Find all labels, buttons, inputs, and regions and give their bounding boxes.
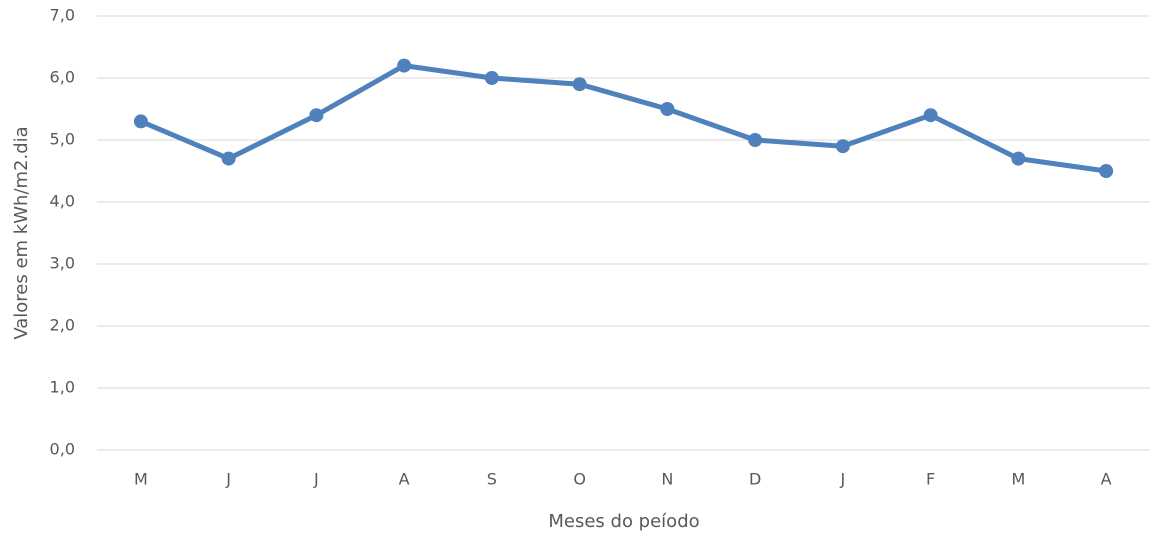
point [660, 102, 675, 116]
point [835, 139, 850, 154]
point [748, 133, 763, 147]
point [484, 71, 499, 85]
point [397, 58, 412, 73]
y-tick-label: 1,0 [50, 378, 75, 397]
y-tick-label: 0,0 [50, 440, 75, 459]
x-tick-label: J [225, 470, 231, 489]
series-line [138, 63, 1109, 174]
point [923, 108, 938, 123]
x-axis-label: Meses do peíodo [548, 511, 699, 532]
y-tick-label: 2,0 [50, 316, 75, 335]
y-tick-label: 3,0 [50, 254, 75, 273]
y-tick-label: 5,0 [50, 130, 75, 149]
x-tick-label: A [1101, 470, 1112, 489]
point [572, 77, 587, 92]
y-axis-label: Valores em kWh/m2.dia [11, 126, 32, 339]
x-tick-label: A [399, 470, 410, 489]
x-tick-label: O [573, 470, 586, 489]
point [133, 114, 148, 129]
y-tick-label: 6,0 [50, 68, 75, 87]
point [309, 108, 324, 123]
point [1099, 164, 1114, 178]
y-tick-label: 7,0 [50, 6, 75, 25]
x-tick-label: M [1011, 470, 1025, 489]
x-tick-label: F [926, 470, 935, 489]
x-tick-label: D [749, 470, 761, 489]
point [1011, 151, 1026, 166]
x-tick-label: J [840, 470, 846, 489]
y-tick-label: 4,0 [50, 192, 75, 211]
x-tick-label: M [134, 470, 148, 489]
x-tick-label: S [487, 470, 497, 489]
point [221, 151, 236, 166]
x-tick-label: J [313, 470, 319, 489]
x-tick-label: N [661, 470, 673, 489]
